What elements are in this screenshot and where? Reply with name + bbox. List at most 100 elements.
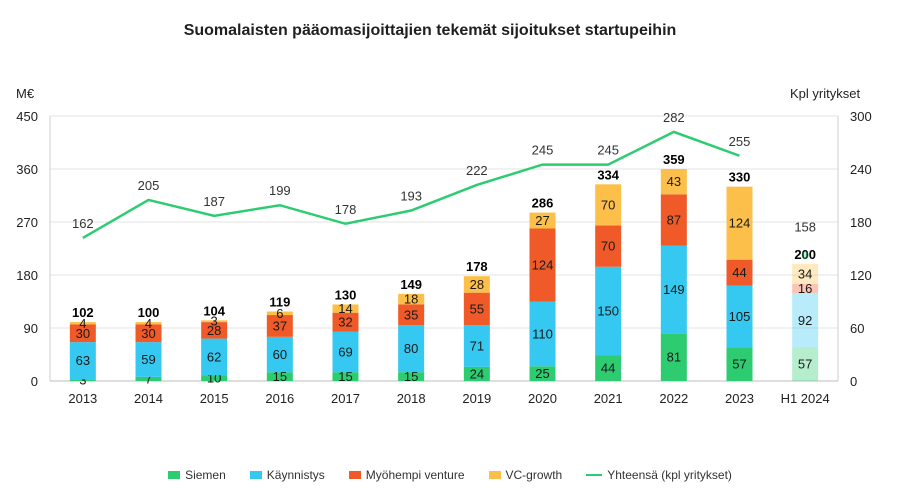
bar-total-label: 130 [335, 287, 357, 302]
bar-segment [69, 324, 96, 343]
x-tick-label: 2014 [134, 391, 163, 406]
bar-value-label: 34 [798, 266, 812, 281]
line-value-label: 158 [794, 219, 816, 234]
total-count-point-h1 [801, 251, 810, 260]
bar-value-label: 37 [273, 318, 287, 333]
bar-segment [792, 293, 819, 348]
y2-tick-label: 240 [850, 162, 872, 177]
bar-value-label: 16 [798, 281, 812, 296]
bar-segment [463, 325, 490, 367]
x-tick-label: 2013 [68, 391, 97, 406]
bar-total-label: 200 [794, 247, 816, 262]
bar-segment [135, 342, 162, 377]
bar-segment [595, 355, 622, 381]
legend-label: VC-growth [505, 468, 563, 482]
bar-segment [201, 322, 228, 339]
bar-segment [463, 292, 490, 326]
total-count-line [82, 130, 740, 239]
bar-total-label: 286 [532, 196, 554, 211]
line-value-label: 205 [138, 178, 160, 193]
bar-segment [529, 301, 556, 367]
bar-segment [529, 212, 556, 229]
bar-value-label: 71 [470, 338, 484, 353]
legend-swatch [249, 471, 262, 479]
bar-value-label: 105 [729, 309, 751, 324]
y2-tick-label: 180 [850, 215, 872, 230]
bar-total-label: 359 [663, 152, 685, 167]
bar-value-label: 14 [338, 301, 352, 316]
bar-value-label: 70 [601, 197, 615, 212]
x-tick-label: 2020 [528, 391, 557, 406]
legend-label: Käynnistys [266, 468, 325, 482]
bar-value-label: 32 [338, 315, 352, 330]
x-tick-label: 2021 [594, 391, 623, 406]
bar-value-label: 25 [535, 366, 549, 381]
bar-value-label: 43 [667, 174, 681, 189]
bar-value-label: 57 [798, 357, 812, 372]
x-tick-label: 2017 [331, 391, 360, 406]
bar-value-label: 28 [207, 323, 221, 338]
bar-value-label: 3 [211, 314, 218, 329]
bar-value-label: 55 [470, 301, 484, 316]
bar-segment [398, 372, 425, 381]
y-axis-label: M€ [16, 86, 35, 101]
bar-value-label: 6 [276, 306, 283, 321]
line-value-label: 187 [203, 194, 225, 209]
bar-segment [595, 266, 622, 356]
legend-label: Siemen [185, 468, 226, 482]
bar-segment [135, 322, 162, 325]
bar-value-label: 4 [145, 316, 152, 331]
bar-value-label: 28 [470, 277, 484, 292]
legend-swatch [348, 471, 361, 479]
line-value-label: 199 [269, 183, 291, 198]
bar-total-label: 119 [269, 295, 290, 310]
bar-value-label: 70 [601, 239, 615, 254]
bar-value-label: 44 [732, 265, 746, 280]
bar-value-label: 124 [729, 216, 751, 231]
bar-value-label: 18 [404, 292, 418, 307]
bar-segment [69, 379, 96, 381]
y2-tick-label: 0 [850, 374, 857, 389]
legend-item: Yhteensä (kpl yritykset) [586, 468, 732, 482]
legend-item: Myöhempi venture [348, 468, 465, 482]
bar-value-label: 124 [532, 257, 554, 272]
bar-segment [529, 228, 556, 302]
bar-segment [792, 347, 819, 381]
legend-label: Myöhempi venture [365, 468, 465, 482]
bar-value-label: 30 [76, 326, 90, 341]
bar-total-label: 102 [72, 305, 94, 320]
bar-value-label: 15 [404, 369, 418, 384]
bar-segment [332, 312, 359, 332]
bar-value-label: 24 [470, 366, 484, 381]
legend-line-swatch [586, 474, 603, 476]
y-tick-label: 270 [16, 215, 38, 230]
bar-segment [660, 245, 687, 334]
legend: Siemen Käynnistys Myöhempi venture VC-growt… [0, 468, 900, 482]
bar-segment [726, 285, 753, 348]
bar-value-label: 3 [79, 373, 86, 388]
line-value-label: 245 [597, 143, 619, 158]
bar-segment [135, 324, 162, 343]
bar-segment [266, 315, 293, 337]
bar-value-label: 81 [667, 350, 681, 365]
line-value-label: 245 [532, 143, 554, 158]
legend-swatch [168, 471, 181, 479]
bar-total-label: 149 [400, 277, 422, 292]
y-tick-label: 0 [31, 374, 38, 389]
x-tick-label: 2015 [200, 391, 229, 406]
bar-value-label: 62 [207, 349, 221, 364]
bar-segment [463, 366, 490, 381]
bar-segment [332, 372, 359, 381]
legend-label: Yhteensä (kpl yritykset) [607, 468, 732, 482]
bar-segment [463, 276, 490, 293]
bar-segment [398, 325, 425, 373]
bar-segment [726, 259, 753, 286]
bar-segment [726, 186, 753, 260]
line-value-label: 162 [72, 216, 94, 231]
line-value-label: 255 [729, 134, 751, 149]
bar-segment [266, 336, 293, 373]
bar-segment [660, 333, 687, 381]
bar-segment [266, 372, 293, 381]
